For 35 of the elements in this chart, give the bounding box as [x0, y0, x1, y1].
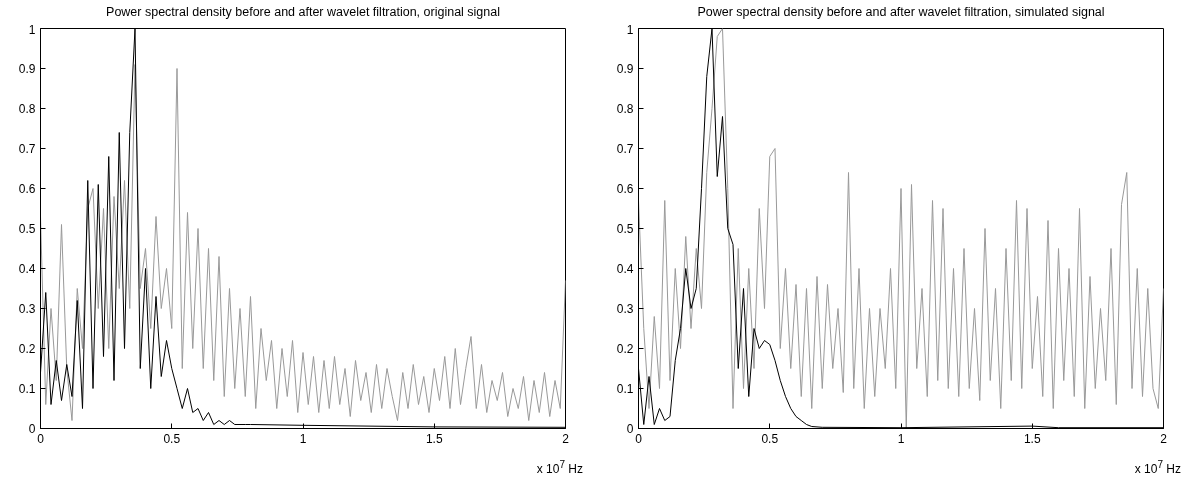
y-tick-label: 1	[626, 22, 634, 37]
x-axis-title: x 10$^{7}$ Hz	[536, 458, 583, 478]
y-tick-label: 0.5	[18, 222, 36, 236]
y-tick-label: 0.5	[616, 222, 634, 236]
y-tick-label: 0.1	[616, 382, 634, 396]
y-tick-label: 0.7	[18, 142, 36, 156]
y-tick-label: 0.8	[18, 102, 36, 116]
y-tick-label: 0.2	[18, 342, 36, 356]
y-tick-label: 0.3	[18, 302, 36, 316]
y-tick-label: 1	[28, 22, 36, 37]
x-tick-label: 1.5	[1023, 431, 1041, 446]
x-tick-label: 1.5	[425, 431, 443, 446]
y-tick-label: 0.7	[616, 142, 634, 156]
x-tick-label: 1	[299, 431, 307, 446]
y-tick-label: 0.2	[616, 342, 634, 356]
y-tick-label: 0	[28, 422, 36, 436]
y-tick-label: 0	[626, 422, 634, 436]
y-tick-label: 0.8	[616, 102, 634, 116]
y-tick-label: 0.4	[18, 262, 36, 276]
y-tick-label: 0.9	[616, 62, 634, 76]
y-tick-label: 0.3	[616, 302, 634, 316]
chart-title: Power spectral density before and after wavelet filtration, original signal	[106, 4, 501, 19]
y-tick-label: 0.6	[18, 182, 36, 196]
x-tick-label: 2	[1160, 431, 1168, 446]
x-tick-label: 0.5	[761, 431, 779, 446]
x-tick-label: 1	[897, 431, 905, 446]
y-tick-label: 0.9	[18, 62, 36, 76]
y-tick-label: 0.4	[616, 262, 634, 276]
line-series	[638, 28, 1164, 429]
x-axis-title: x 10$^{7}$ Hz	[1134, 458, 1181, 478]
x-tick-label: 2	[562, 431, 570, 446]
x-tick-label: 0.5	[163, 431, 181, 446]
chart-title: Power spectral density before and after wavelet filtration, simulated signal	[697, 4, 1105, 19]
y-tick-label: 0.6	[616, 182, 634, 196]
y-tick-label: 0.1	[18, 382, 36, 396]
